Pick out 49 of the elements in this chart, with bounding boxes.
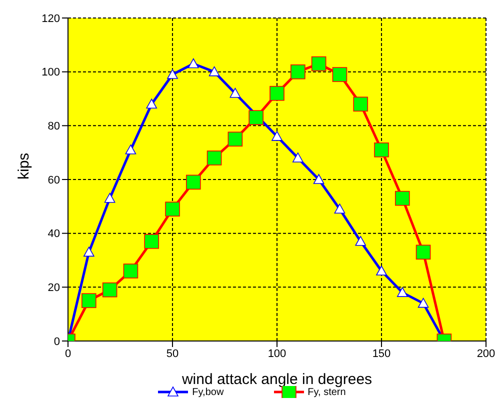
point <box>332 67 348 82</box>
point <box>418 298 429 308</box>
legend-label: Fy, stern <box>306 386 346 398</box>
x-tick-label: 100 <box>268 348 286 360</box>
y-tick-label: 40 <box>48 228 60 240</box>
point <box>144 234 159 249</box>
point <box>376 266 387 276</box>
point <box>206 150 222 166</box>
x-tick-label: 50 <box>166 348 179 360</box>
y-tick-label: 80 <box>48 120 60 133</box>
point <box>270 86 284 101</box>
point <box>334 204 346 214</box>
point <box>313 174 324 184</box>
x-tick-label: 200 <box>476 348 496 360</box>
point <box>374 142 389 158</box>
point <box>395 190 410 206</box>
point <box>397 287 408 297</box>
y-tick-label: 0 <box>54 336 60 348</box>
point <box>355 236 366 246</box>
point <box>165 202 180 217</box>
point <box>102 282 118 298</box>
y-tick-label: 60 <box>48 174 60 186</box>
point <box>82 293 96 308</box>
x-axis-title: wind attack angle in degrees <box>180 371 372 388</box>
point <box>290 64 306 80</box>
point <box>104 192 116 203</box>
point <box>228 132 243 147</box>
point <box>248 110 264 125</box>
x-tick-label: 150 <box>372 348 391 360</box>
point <box>311 56 326 72</box>
point <box>84 246 94 257</box>
point <box>125 144 136 154</box>
y-axis-title: kips <box>15 152 32 180</box>
y-tick-label: 120 <box>42 12 60 25</box>
point <box>230 88 241 98</box>
y-tick-label: 20 <box>48 282 60 294</box>
point <box>353 96 368 112</box>
point <box>188 58 199 68</box>
point <box>208 66 220 76</box>
legend-label: Fy,bow <box>191 386 224 398</box>
point <box>272 131 282 141</box>
point <box>123 264 138 278</box>
y-tick-label: 100 <box>42 66 60 79</box>
point <box>416 244 431 260</box>
x-tick-label: 0 <box>64 348 72 360</box>
point <box>186 174 201 190</box>
point <box>167 69 178 79</box>
point <box>146 98 157 109</box>
point <box>292 152 304 162</box>
